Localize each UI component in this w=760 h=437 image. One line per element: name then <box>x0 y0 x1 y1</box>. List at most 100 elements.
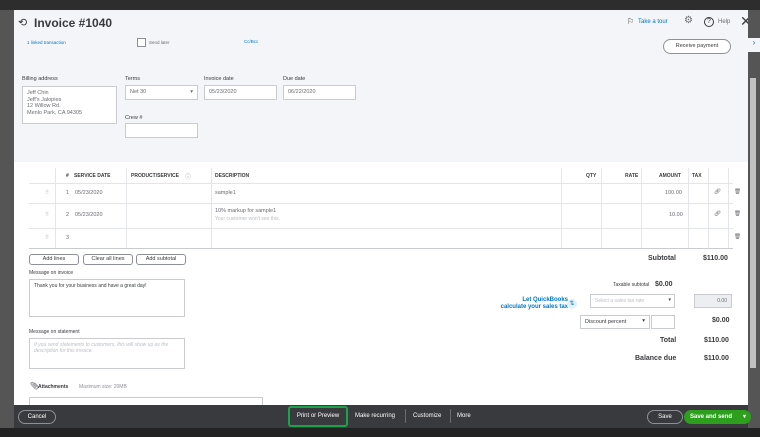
billing-address-label: Billing address <box>22 76 58 82</box>
billing-line: 12 Willow Rd. <box>27 103 61 109</box>
discount-type-select[interactable]: Discount percent ▾ <box>580 315 650 329</box>
taxable-subtotal-label: Taxable subtotal <box>613 282 650 288</box>
table-row[interactable]: ⠿ 3 🗑︎ <box>29 228 741 248</box>
discount-amount: $0.00 <box>712 317 730 324</box>
col-qty: QTY <box>586 173 597 179</box>
trash-icon[interactable]: 🗑︎ <box>734 189 741 195</box>
attachments-dropzone[interactable] <box>29 397 263 405</box>
billing-line: Jeff Chin <box>27 90 49 96</box>
billing-address-field[interactable]: Jeff Chin Jeff's Jalopies 12 Willow Rd. … <box>22 86 117 124</box>
tour-icon: ⚐ <box>627 17 635 26</box>
history-icon[interactable]: ⟲ <box>18 17 28 29</box>
service-date[interactable]: 05/23/2020 <box>75 212 103 218</box>
billing-line: Menlo Park, CA 94305 <box>27 109 83 116</box>
tax-rate-placeholder: Select a sales tax rate <box>595 298 645 304</box>
close-icon[interactable]: ✕ <box>740 13 748 29</box>
trash-icon[interactable]: 🗑︎ <box>734 211 741 217</box>
drag-handle-icon[interactable]: ⠿ <box>45 190 50 196</box>
save-and-send-button[interactable]: Save and send ▾ <box>684 410 751 424</box>
cc-bcc-link[interactable]: Cc/Bcc <box>244 39 259 44</box>
row-number: 1 <box>66 190 70 196</box>
discount-value-field[interactable] <box>651 315 675 329</box>
table-row[interactable]: ⠿ 2 05/23/2020 10% markup for sample1 Yo… <box>29 203 741 228</box>
discount-type-value: Discount percent <box>585 319 627 325</box>
description[interactable]: 10% markup for sample1 <box>215 208 277 214</box>
qb-tax-line: Let QuickBooks <box>522 297 568 303</box>
help-link[interactable]: Help <box>718 19 731 25</box>
qb-tax-line: calculate your sales tax <box>500 304 568 310</box>
help-icon[interactable]: ⓘ <box>185 175 192 181</box>
billing-line: Jeff's Jalopies <box>27 96 62 103</box>
chevron-down-icon: ▾ <box>190 89 193 95</box>
terms-select[interactable]: Net 30 ▾ <box>125 85 198 100</box>
chevron-right-icon[interactable]: › <box>748 38 760 52</box>
col-service-date: SERVICE DATE <box>74 173 111 179</box>
trash-icon[interactable]: 🗑︎ <box>734 234 741 240</box>
col-amount: AMOUNT <box>659 173 681 179</box>
amount[interactable]: 10.00 <box>669 212 683 218</box>
message-invoice-field[interactable]: Thank you for your business and have a g… <box>29 279 185 317</box>
taskbar <box>0 428 760 437</box>
page-title: Invoice #1040 <box>34 16 113 30</box>
add-subtotal-button[interactable]: Add subtotal <box>136 254 186 265</box>
clear-lines-button[interactable]: Clear all lines <box>83 254 133 265</box>
chevron-down-icon: ▾ <box>642 318 645 324</box>
browser-top-bar <box>0 0 760 10</box>
make-recurring-button[interactable]: Make recurring <box>355 413 396 419</box>
save-and-send-label: Save and send <box>690 414 733 420</box>
take-tour-link[interactable]: Take a tour <box>638 19 668 25</box>
col-number: # <box>66 173 69 179</box>
col-product-service: PRODUCT/SERVICE <box>131 173 179 179</box>
drag-handle-icon[interactable]: ⠿ <box>45 235 50 241</box>
chevron-down-icon[interactable]: ▾ <box>742 414 746 420</box>
help-icon[interactable]: ? <box>704 17 714 27</box>
amount[interactable]: 100.00 <box>665 190 682 196</box>
invoice-date-field[interactable]: 05/23/2020 <box>204 85 277 100</box>
taxable-subtotal-value: $0.00 <box>655 281 673 288</box>
cancel-button[interactable]: Cancel <box>18 410 56 424</box>
scrollbar-thumb[interactable] <box>750 78 756 368</box>
invoice-header: ⟲ Invoice #1040 ⚐ Take a tour ⚙ ? Help ✕… <box>14 10 748 162</box>
link-icon[interactable]: 🔗︎ <box>714 211 721 217</box>
terms-label: Terms <box>125 76 140 82</box>
sales-tax-icon[interactable]: ⇅ <box>567 299 577 309</box>
save-button[interactable]: Save <box>647 410 683 424</box>
total-label: Total <box>660 337 677 344</box>
gear-icon[interactable]: ⚙ <box>684 15 693 26</box>
subtotal-value: $110.00 <box>703 255 728 262</box>
print-preview-button[interactable]: Print or Preview <box>288 406 348 427</box>
drag-handle-icon[interactable]: ⠿ <box>45 212 50 218</box>
send-later-checkbox[interactable] <box>137 38 146 47</box>
message-statement-field[interactable]: If you send statements to customers, thi… <box>29 338 185 369</box>
col-tax: TAX <box>692 173 702 179</box>
linked-transaction-link[interactable]: 1 linked transaction <box>27 40 66 45</box>
receive-payment-button[interactable]: Receive payment <box>663 39 731 54</box>
row-number: 3 <box>66 235 70 241</box>
customize-button[interactable]: Customize <box>413 413 442 419</box>
send-later-label: Send later <box>149 40 170 45</box>
line-items-table: # SERVICE DATE PRODUCT/SERVICE ⓘ DESCRIP… <box>29 168 741 249</box>
service-date[interactable]: 05/23/2020 <box>75 190 103 196</box>
col-description: DESCRIPTION <box>215 173 250 179</box>
sales-tax-amount-field: 0.00 <box>694 294 732 308</box>
due-date-field[interactable]: 06/22/2020 <box>283 85 356 100</box>
crew-field[interactable] <box>125 123 198 138</box>
invoice-date-label: Invoice date <box>204 76 234 82</box>
table-row[interactable]: ⠿ 1 05/23/2020 sample1 100.00 🔗︎ 🗑︎ <box>29 183 741 203</box>
sales-tax-rate-select[interactable]: Select a sales tax rate ▾ <box>590 294 675 308</box>
total-value: $110.00 <box>704 337 729 344</box>
terms-value: Net 30 <box>130 89 147 95</box>
more-button[interactable]: More <box>457 413 471 419</box>
add-lines-button[interactable]: Add lines <box>29 254 79 265</box>
description[interactable]: sample1 <box>215 190 236 196</box>
qb-sales-tax-link[interactable]: Let QuickBooks calculate your sales tax <box>494 297 568 311</box>
message-statement-label: Message on statement <box>29 329 80 335</box>
paperclip-icon: 📎︎ <box>30 383 39 390</box>
link-icon[interactable]: 🔗︎ <box>714 189 721 195</box>
invoice-modal: ⟲ Invoice #1040 ⚐ Take a tour ⚙ ? Help ✕… <box>14 10 748 405</box>
row-number: 2 <box>66 212 70 218</box>
crew-label: Crew # <box>125 115 143 121</box>
subtotal-label: Subtotal <box>648 255 676 262</box>
balance-due-value: $110.00 <box>704 355 729 362</box>
balance-due-label: Balance due <box>635 355 677 362</box>
